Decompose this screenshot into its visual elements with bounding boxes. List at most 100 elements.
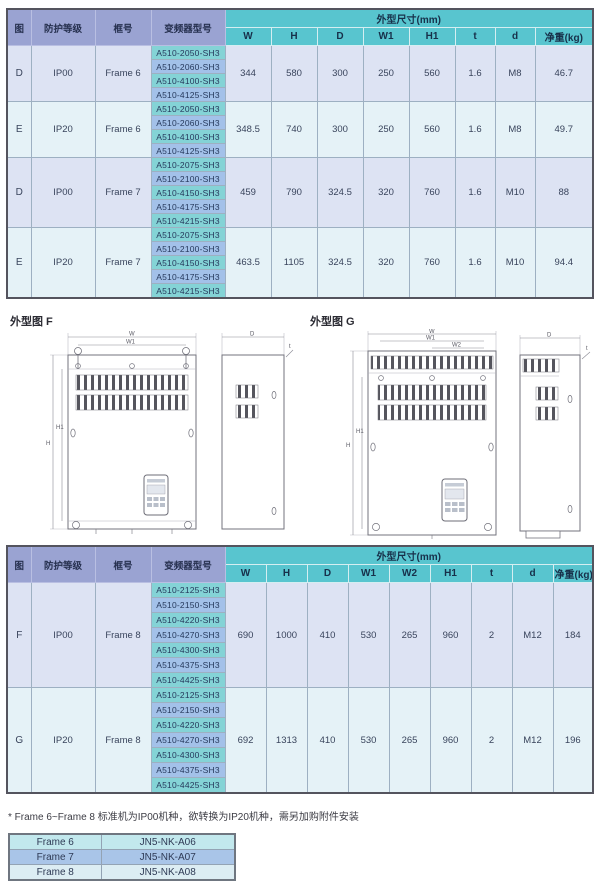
figure-cell: E	[6, 101, 32, 158]
drawing-g-side-view: D t	[519, 333, 591, 539]
model-cell: A510-4150-SH3	[150, 185, 226, 200]
col-header-model: 变频器型号	[150, 8, 226, 46]
model-cell: A510-4270-SH3	[150, 732, 226, 748]
model-cell: A510-4215-SH3	[150, 283, 226, 299]
dim-h: 580	[270, 45, 318, 102]
footnote: * Frame 6~Frame 8 标准机为IP00机种，欲转换为IP20机种，…	[8, 812, 359, 823]
svg-text:W1: W1	[426, 336, 436, 342]
drawing-f-side-view: D t	[221, 332, 294, 530]
svg-text:H: H	[346, 443, 350, 449]
col-header-h: H	[265, 564, 308, 583]
dim-w: 463.5	[224, 227, 272, 299]
dim-w1: 530	[347, 582, 390, 688]
dim-d: 300	[316, 101, 364, 158]
dim-w2: 265	[388, 687, 431, 794]
dim-h: 1313	[265, 687, 308, 794]
dim-w1: 320	[362, 157, 410, 228]
model-cell: A510-4175-SH3	[150, 269, 226, 284]
col-header-dd: d	[494, 27, 536, 46]
protection-cell: IP00	[30, 582, 96, 688]
model-cell: A510-4425-SH3	[150, 777, 226, 794]
model-cell: A510-2060-SH3	[150, 115, 226, 130]
frame-cell: Frame 6	[94, 45, 152, 102]
weight-cell: 94.4	[534, 227, 594, 299]
kit-frame-cell: Frame 6	[8, 833, 102, 850]
model-cell: A510-2125-SH3	[150, 687, 226, 703]
col-header-dd: d	[511, 564, 554, 583]
drawing-g-front-view: W W1 W2 H H1	[346, 329, 497, 539]
model-cell: A510-2050-SH3	[150, 45, 226, 60]
col-header-weight: 净重(kg)	[552, 564, 594, 583]
figure-cell: D	[6, 45, 32, 102]
col-header-protection: 防护等级	[30, 8, 96, 46]
dim-dd: M12	[511, 582, 554, 688]
weight-cell: 184	[552, 582, 594, 688]
svg-text:D: D	[547, 333, 552, 339]
col-header-h1: H1	[408, 27, 456, 46]
dim-w: 690	[224, 582, 267, 688]
dim-d: 324.5	[316, 227, 364, 299]
dim-h1: 960	[429, 582, 472, 688]
svg-text:H1: H1	[356, 429, 364, 435]
dim-dd: M8	[494, 45, 536, 102]
dim-h1: 760	[408, 227, 456, 299]
frame6-7-dimensions-table: 图 防护等级 框号 变频器型号 外型尺寸(mm) W H D W1 H1 t d…	[6, 8, 594, 299]
model-cell: A510-4125-SH3	[150, 87, 226, 102]
protection-cell: IP00	[30, 157, 96, 228]
col-header-dimensions: 外型尺寸(mm)	[224, 545, 594, 565]
model-cell: A510-4375-SH3	[150, 657, 226, 673]
frame-cell: Frame 8	[94, 687, 152, 794]
model-cell: A510-4175-SH3	[150, 199, 226, 214]
protection-cell: IP20	[30, 101, 96, 158]
kit-part-cell: JN5-NK-A06	[100, 833, 236, 850]
dim-h1: 560	[408, 101, 456, 158]
model-cell: A510-2075-SH3	[150, 227, 226, 242]
weight-cell: 88	[534, 157, 594, 228]
protection-cell: IP20	[30, 687, 96, 794]
dim-w: 344	[224, 45, 272, 102]
col-header-w2: W2	[388, 564, 431, 583]
dim-h: 1000	[265, 582, 308, 688]
ip20-kit-table: Frame 6 JN5-NK-A06 Frame 7 JN5-NK-A07 Fr…	[8, 833, 236, 881]
dim-w1: 250	[362, 45, 410, 102]
col-header-h1: H1	[429, 564, 472, 583]
dim-d: 324.5	[316, 157, 364, 228]
dim-w1: 320	[362, 227, 410, 299]
svg-text:t: t	[289, 344, 291, 350]
model-cell: A510-2100-SH3	[150, 171, 226, 186]
svg-text:W2: W2	[452, 343, 462, 349]
col-header-h: H	[270, 27, 318, 46]
weight-cell: 46.7	[534, 45, 594, 102]
kit-frame-cell: Frame 7	[8, 849, 102, 865]
model-cell: A510-4300-SH3	[150, 642, 226, 658]
frame-cell: Frame 8	[94, 582, 152, 688]
dim-h1: 760	[408, 157, 456, 228]
drawing-f-figure: W W1 H H1	[46, 332, 294, 534]
figure-cell: E	[6, 227, 32, 299]
dim-t: 1.6	[454, 227, 496, 299]
dim-t: 1.6	[454, 45, 496, 102]
model-cell: A510-2125-SH3	[150, 582, 226, 598]
svg-text:D: D	[250, 332, 255, 338]
col-header-w1: W1	[362, 27, 410, 46]
model-cell: A510-4270-SH3	[150, 627, 226, 643]
col-header-w: W	[224, 564, 267, 583]
model-cell: A510-2100-SH3	[150, 241, 226, 256]
col-header-protection: 防护等级	[30, 545, 96, 583]
dim-h1: 560	[408, 45, 456, 102]
dim-w2: 265	[388, 582, 431, 688]
svg-text:W: W	[129, 332, 135, 338]
model-cell: A510-4220-SH3	[150, 612, 226, 628]
keypad	[441, 478, 468, 522]
dim-dd: M10	[494, 227, 536, 299]
dim-dd: M8	[494, 101, 536, 158]
col-header-figure: 图	[6, 545, 32, 583]
col-header-d: D	[306, 564, 349, 583]
frame-cell: Frame 7	[94, 227, 152, 299]
outline-drawings-row: 外型图 F W W1	[6, 311, 594, 539]
dim-d: 410	[306, 687, 349, 794]
col-header-t: t	[454, 27, 496, 46]
dim-d: 300	[316, 45, 364, 102]
dim-t: 1.6	[454, 157, 496, 228]
